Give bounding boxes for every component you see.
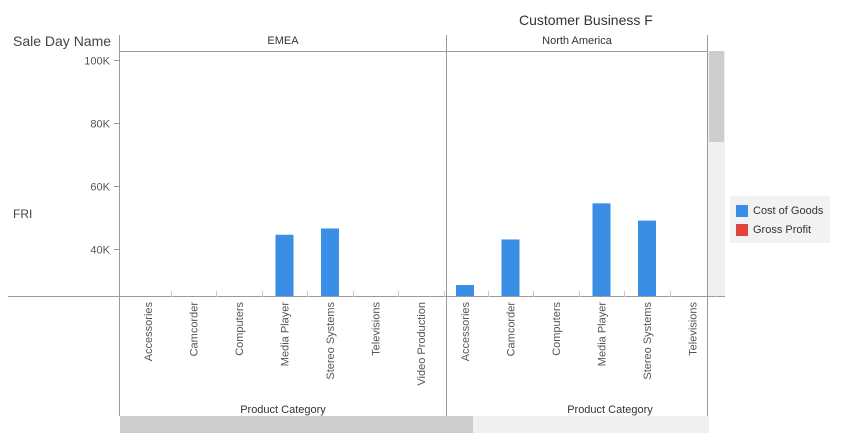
x-axis-label: Product Category (240, 404, 326, 416)
y-tick-label: 100K (84, 56, 110, 68)
panel-header-north-america: North America (542, 35, 612, 47)
x-tick-label: Computers (551, 302, 563, 356)
legend-label: Gross Profit (753, 224, 812, 236)
x-tick-label: Televisions (688, 302, 700, 356)
y-tick-label: 80K (90, 119, 110, 131)
bar (638, 220, 656, 296)
chart-title: Customer Business F (519, 12, 653, 28)
x-axis-label: Product Category (567, 404, 653, 416)
bar (592, 203, 611, 296)
bar (501, 239, 520, 296)
legend-item-gross-profit[interactable]: Gross Profit (736, 222, 811, 238)
vertical-scrollbar-thumb[interactable] (709, 51, 724, 142)
legend-swatch-gross-profit (736, 224, 748, 236)
x-tick-label: Video Production (416, 302, 428, 386)
legend-item-cost-of-goods[interactable]: Cost of Goods (736, 203, 823, 219)
y-tick-label: 60K (90, 182, 110, 194)
x-tick-label: Accessories (143, 302, 155, 362)
row-dimension-label: Sale Day Name (13, 33, 112, 49)
x-tick-label: Camcorder (189, 302, 201, 357)
panel-frame (8, 35, 725, 416)
panel-header-emea: EMEA (267, 35, 299, 47)
x-tick-label: Computers (234, 302, 246, 356)
legend: Cost of Goods Gross Profit (730, 196, 830, 243)
legend-swatch-cost-of-goods (736, 205, 748, 217)
x-tick-label: Stereo Systems (325, 302, 337, 380)
x-tick-label: Media Player (280, 302, 292, 367)
row-dimension-value: FRI (13, 207, 33, 221)
horizontal-scrollbar-thumb[interactable] (120, 416, 473, 433)
x-tick-label: Televisions (371, 302, 383, 356)
bar (321, 228, 339, 296)
bar (456, 285, 474, 296)
x-tick-label: Camcorder (506, 302, 518, 357)
legend-label: Cost of Goods (753, 205, 824, 217)
y-tick-label: 40K (90, 245, 110, 257)
x-tick-label: Accessories (460, 302, 472, 362)
x-tick-label: Stereo Systems (642, 302, 654, 380)
x-tick-label: Media Player (597, 302, 609, 367)
bar (275, 234, 294, 296)
